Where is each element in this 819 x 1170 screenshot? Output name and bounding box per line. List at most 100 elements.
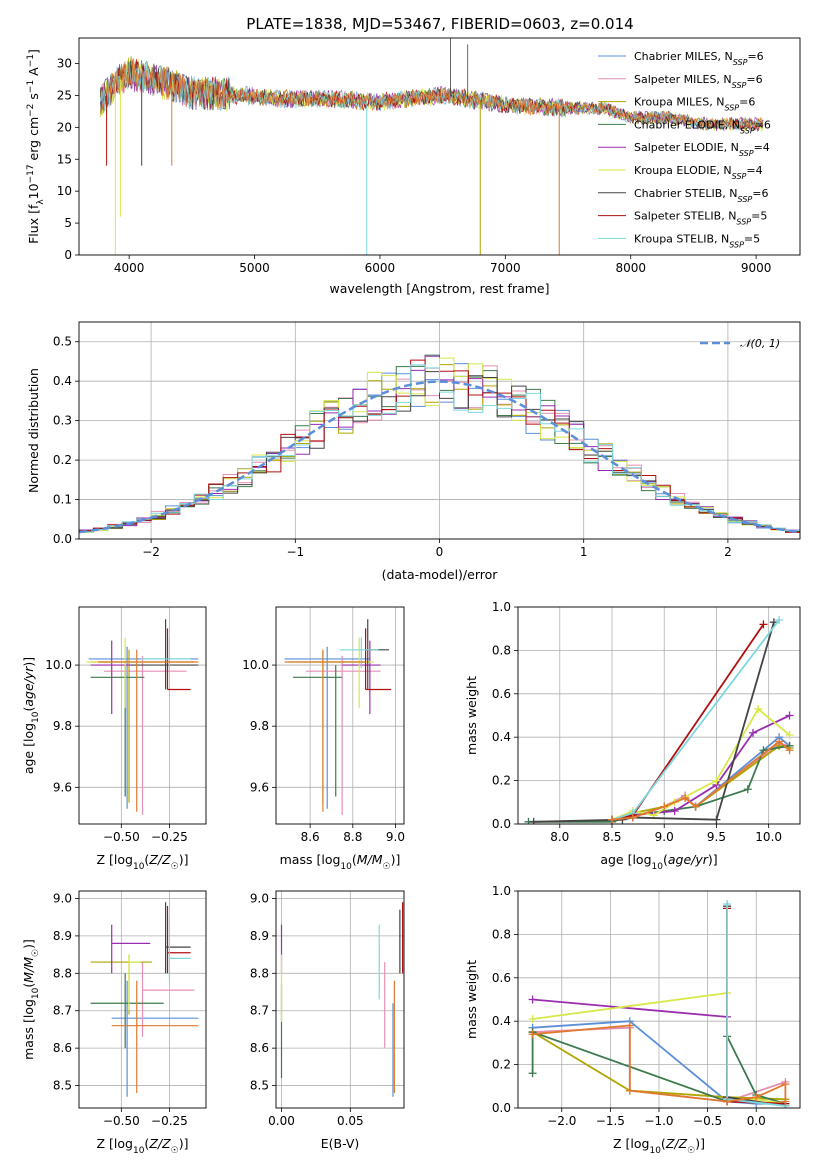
label-part: log bbox=[114, 1136, 133, 1151]
label-part: )] bbox=[179, 1136, 189, 1151]
label-part: Z [ bbox=[96, 852, 113, 867]
weight-marker bbox=[785, 711, 794, 720]
label-part: 10 bbox=[31, 711, 41, 723]
y-tick-label: 0.4 bbox=[492, 1014, 511, 1028]
legend-sub: SSP bbox=[724, 103, 739, 112]
ebv-mass-frame bbox=[275, 890, 405, 1109]
label-part: ( bbox=[21, 707, 36, 712]
y-tick-label: 15 bbox=[57, 152, 72, 166]
weight-marker bbox=[752, 1093, 761, 1102]
label-part: log bbox=[21, 723, 36, 742]
weight-marker bbox=[785, 731, 794, 740]
y-tick-label: 8.9 bbox=[250, 929, 269, 943]
label-part: Z/Z bbox=[148, 1136, 171, 1151]
weight-marker bbox=[712, 776, 721, 785]
x-tick-label: −0.25 bbox=[151, 1114, 188, 1128]
figure-title: PLATE=1838, MJD=53467, FIBERID=0603, z=0… bbox=[246, 15, 633, 33]
label-part: ] bbox=[26, 49, 41, 54]
legend-entry: Chabrier STELIB, NSSP=6 bbox=[634, 187, 768, 204]
hist-axes: −2 −1 0 1 2 0.0 0.1 0.2 0.3 0.4 0.5 bbox=[53, 322, 800, 559]
label-part: −2 bbox=[26, 104, 36, 117]
label-part: mass [ bbox=[21, 1018, 36, 1060]
y-tick-label: 10 bbox=[57, 184, 72, 198]
hist-series bbox=[79, 364, 800, 533]
mass-age-xlabel: mass [log10(M/M☉)] bbox=[280, 852, 401, 872]
legend-text: =5 bbox=[751, 210, 767, 223]
weight-marker bbox=[608, 815, 616, 824]
y-tick-label: 9.8 bbox=[53, 719, 72, 733]
label-part: ☉ bbox=[383, 862, 391, 872]
x-tick-label: 9000 bbox=[741, 261, 772, 275]
label-part: ☉ bbox=[31, 949, 41, 957]
label-part: )] bbox=[708, 852, 718, 867]
x-tick-label: 1 bbox=[580, 545, 588, 559]
x-tick-label: 9.0 bbox=[386, 830, 405, 844]
x-tick-label: −0.50 bbox=[103, 830, 140, 844]
y-tick-label: 8.7 bbox=[53, 1004, 72, 1018]
z-mass-points bbox=[90, 902, 199, 1097]
y-tick-label: 8.6 bbox=[53, 1041, 72, 1055]
legend-sub: SSP bbox=[732, 80, 747, 89]
z-weight-lines bbox=[528, 900, 790, 1108]
hist-xlabel: (data-model)/error bbox=[382, 567, 499, 582]
y-tick-label: 0.0 bbox=[492, 817, 511, 831]
legend-text: Chabrier ELODIE, N bbox=[634, 118, 740, 131]
age-weight-lines bbox=[524, 616, 794, 824]
label-part: A bbox=[26, 67, 41, 80]
x-tick-label: 0.0 bbox=[747, 1114, 766, 1128]
y-tick-label: 8.6 bbox=[250, 1041, 269, 1055]
y-tick-label: 9.8 bbox=[250, 719, 269, 733]
ebv-mass-axes: 0.00 0.05 8.5 8.6 8.7 8.8 8.9 9.0 bbox=[250, 891, 404, 1128]
legend-sub: SSP bbox=[740, 126, 755, 135]
y-tick-label: 9.6 bbox=[53, 780, 72, 794]
label-part: )] bbox=[391, 852, 401, 867]
legend-text: =4 bbox=[754, 141, 770, 154]
legend-sub: SSP bbox=[736, 217, 751, 226]
label-part: s bbox=[26, 93, 41, 104]
y-tick-label: 9.0 bbox=[250, 891, 269, 905]
label-part: 10 bbox=[340, 862, 352, 872]
label-part: 10 bbox=[26, 183, 41, 199]
label-part: age [ bbox=[21, 742, 36, 774]
y-tick-label: 8.9 bbox=[53, 929, 72, 943]
y-tick-label: 5 bbox=[64, 216, 72, 230]
legend-sub: SSP bbox=[739, 149, 754, 158]
label-part: −1 bbox=[26, 80, 36, 93]
weight-marker bbox=[759, 620, 768, 629]
z-age-ylabel: age [log10(age/yr)] bbox=[21, 657, 41, 774]
x-tick-label: 5000 bbox=[239, 261, 270, 275]
weight-marker bbox=[781, 1097, 790, 1106]
y-tick-label: 9.6 bbox=[250, 780, 269, 794]
x-tick-label: 10.0 bbox=[755, 830, 782, 844]
legend-entry: Kroupa STELIB, NSSP=5 bbox=[634, 232, 760, 249]
weight-marker bbox=[785, 746, 794, 755]
x-tick-label: 0.00 bbox=[268, 1114, 295, 1128]
weight-line bbox=[611, 623, 765, 821]
legend-text: =6 bbox=[755, 118, 771, 131]
label-part: log bbox=[114, 852, 133, 867]
x-tick-label: 8.8 bbox=[343, 830, 362, 844]
normal-curve bbox=[79, 380, 800, 534]
mass-age-points bbox=[284, 619, 392, 815]
ebv-mass-points bbox=[280, 902, 404, 1097]
label-part: )] bbox=[179, 852, 189, 867]
y-tick-label: 10.0 bbox=[45, 658, 72, 672]
z-mass-frame bbox=[78, 890, 207, 1109]
weight-line bbox=[528, 745, 790, 823]
x-tick-label: −0.5 bbox=[693, 1114, 722, 1128]
label-part: Flux [f bbox=[26, 204, 41, 244]
x-tick-label: 6000 bbox=[365, 261, 396, 275]
plot-layer: 4000 5000 6000 7000 8000 9000051015202530wave… bbox=[21, 37, 801, 1156]
y-tick-label: 20 bbox=[57, 120, 72, 134]
label-part: M/M bbox=[21, 957, 36, 983]
label-part: Z/Z bbox=[665, 1136, 688, 1151]
y-tick-label: 0.6 bbox=[492, 687, 511, 701]
legend-entry: Kroupa MILES, NSSP=6 bbox=[634, 96, 755, 113]
legend-entry: Salpeter STELIB, NSSP=5 bbox=[634, 210, 767, 227]
weight-marker bbox=[754, 704, 763, 713]
label-part: −1 bbox=[26, 54, 36, 67]
legend-text: Kroupa STELIB, N bbox=[634, 232, 729, 245]
x-tick-label: 7000 bbox=[490, 261, 521, 275]
spectrum-ylabel: Flux [fλ10−17 erg cm−2 s−1 A−1] bbox=[26, 49, 46, 244]
age-weight-frame bbox=[517, 606, 801, 825]
